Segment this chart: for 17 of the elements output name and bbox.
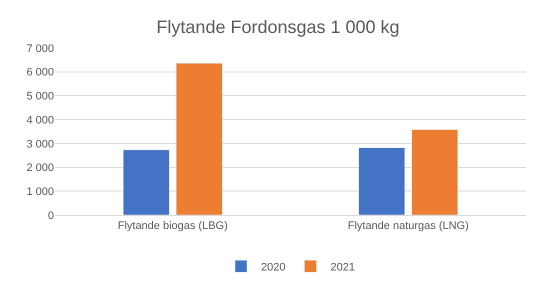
bar xyxy=(358,147,406,215)
y-tick-label: 0 xyxy=(48,210,54,222)
bar xyxy=(411,129,458,215)
legend-label: 2020 xyxy=(261,262,286,274)
y-tick-label: 6 000 xyxy=(26,66,54,79)
bar xyxy=(122,150,170,215)
y-tick-label: 3 000 xyxy=(26,138,54,150)
y-tick-label: 2 000 xyxy=(26,162,54,174)
x-tick-label: Flytande naturgas (LNG) xyxy=(348,220,469,232)
bar xyxy=(176,63,223,215)
y-tick-label: 5 000 xyxy=(26,90,54,103)
y-tick-label: 7 000 xyxy=(26,42,54,55)
legend-label: 2021 xyxy=(330,262,355,274)
y-tick-label: 4 000 xyxy=(26,114,54,126)
y-tick-label: 1 000 xyxy=(26,186,54,198)
chart-title: Flytande Fordonsgas 1 000 kg xyxy=(156,17,400,38)
x-tick-label: Flytande biogas (LBG) xyxy=(118,220,228,232)
